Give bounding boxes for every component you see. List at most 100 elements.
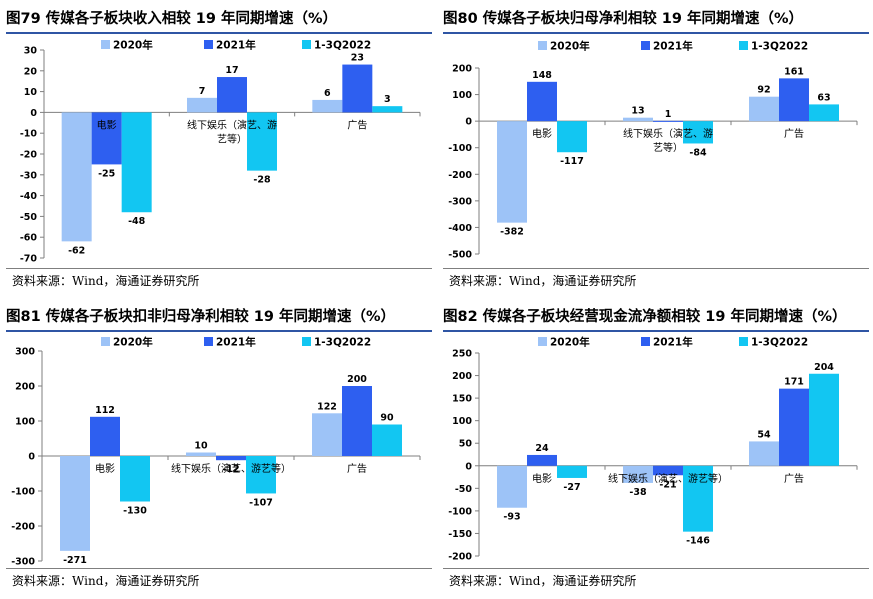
data-label: -25 [98,168,115,179]
y-tick-label: 30 [24,46,38,57]
category-label: 电影 [532,472,552,485]
data-label: -117 [560,156,584,167]
bar [557,465,587,478]
bar [60,456,90,551]
y-tick-label: -50 [455,484,473,495]
y-tick-label: 200 [452,64,472,75]
chart-title: 图80 传媒各子板块归母净利相较 19 年同期增速（%） [443,6,869,34]
legend-label: 2021年 [653,336,693,349]
bar [247,112,277,171]
legend-swatch [739,337,748,346]
y-tick-label: 0 [465,461,472,472]
y-tick-label: 50 [459,439,473,450]
bar [372,106,403,113]
data-label: 171 [784,377,804,388]
chart-title: 图81 传媒各子板块扣非归母净利相较 19 年同期增速（%） [6,304,432,332]
data-label: 122 [317,401,337,412]
legend-swatch [204,40,213,49]
bar [186,452,216,456]
legend-label: 2020年 [550,40,590,53]
y-tick-label: 0 [28,452,35,463]
y-tick-label: -500 [448,250,472,261]
data-label: 23 [351,53,364,64]
data-label: 17 [225,65,238,76]
bar [683,465,713,532]
category-label: 广告 [347,462,367,475]
category-label: 电影 [97,118,117,131]
data-label: -48 [128,216,146,227]
chart-panel-82: 图82 传媒各子板块经营现金流净额相较 19 年同期增速（%） 250 200 15… [443,304,869,594]
chart-panel-79: 图79 传媒各子板块收入相较 19 年同期增速（%） 30 20 10 0 -10 -20… [6,6,432,296]
legend-label: 2021年 [216,39,256,52]
legend-label: 1-3Q2022 [751,337,808,349]
legend-swatch [739,41,748,50]
y-tick-label: 300 [15,347,35,358]
category-label: 线下娱乐（演艺、游艺等） [608,472,728,485]
y-tick-label: -300 [11,557,35,568]
category-label: 广告 [784,472,804,485]
chart-panel-81: 图81 传媒各子板块扣非归母净利相较 19 年同期增速（%） 300 200 100… [6,304,432,594]
legend-label: 1-3Q2022 [314,337,371,349]
source-divider [443,268,869,269]
category-label: 线下娱乐（演艺、游艺等） [171,462,291,475]
data-label: -146 [686,536,710,547]
y-tick-label: -150 [448,529,472,540]
y-tick-label: 200 [452,371,472,382]
y-tick-label: 250 [452,349,472,360]
legend-swatch [204,337,213,346]
bar [312,99,343,113]
data-label: 161 [784,66,804,77]
data-label: 3 [384,94,391,105]
bar [809,104,839,122]
chart-title: 图79 传媒各子板块收入相较 19 年同期增速（%） [6,6,432,34]
data-label: -62 [68,245,85,256]
data-label: -84 [689,147,707,158]
bar [342,386,372,456]
category-label: 电影 [95,462,115,475]
y-tick-label: 150 [452,394,472,405]
bar [497,121,527,223]
chart-panel-80: 图80 传媒各子板块归母净利相较 19 年同期增速（%） 200 100 0 -100… [443,6,869,296]
category-label: 广告 [784,127,804,140]
source-note: 资料来源：Wind，海通证券研究所 [12,274,200,288]
legend-label: 2021年 [216,336,256,349]
chart-svg: 30 20 10 0 -10 -20 -30 -40 -50 -60 -70 -62 -25 -48 电影 7… [20,39,421,265]
bar [623,117,653,122]
legend-swatch [538,337,547,346]
y-tick-label: -100 [448,506,472,517]
bar [342,64,373,113]
bar [246,456,276,494]
data-label: -107 [249,497,273,508]
y-tick-label: 0 [465,117,472,128]
bar [653,465,683,476]
y-tick-label: -10 [20,129,38,140]
data-label: 63 [817,92,830,103]
legend-label: 2020年 [113,336,153,349]
y-tick-label: 100 [15,417,35,428]
legend-swatch [302,337,311,346]
y-tick-label: -100 [448,143,472,154]
chart-svg: 250 200 150 100 50 0 -50 -100 -150 -200 -93 24 -27 电影… [448,336,858,563]
category-label: 线下娱乐（演艺、游 [623,127,713,140]
data-label: 148 [532,70,552,81]
bar [779,78,809,122]
source-note: 资料来源：Wind，海通证券研究所 [449,274,637,288]
bar [557,121,587,153]
data-label: 90 [380,413,394,424]
bar [121,112,152,213]
category-label: 广告 [347,118,367,131]
y-tick-label: -200 [448,170,472,181]
legend-swatch [302,40,311,49]
bar [779,388,809,466]
data-label: 7 [199,86,206,97]
bar [372,424,402,456]
chart-svg: 200 100 0 -100 -200 -300 -400 -500 -382 148 -117 电影… [448,40,858,261]
y-tick-label: 10 [24,87,38,98]
data-label: -21 [659,479,676,490]
bar [61,112,92,242]
source-note: 资料来源：Wind，海通证券研究所 [449,574,637,588]
bar [809,373,839,466]
category-label: 艺等） [217,132,247,145]
source-divider [443,568,869,569]
data-label: 204 [814,362,834,373]
